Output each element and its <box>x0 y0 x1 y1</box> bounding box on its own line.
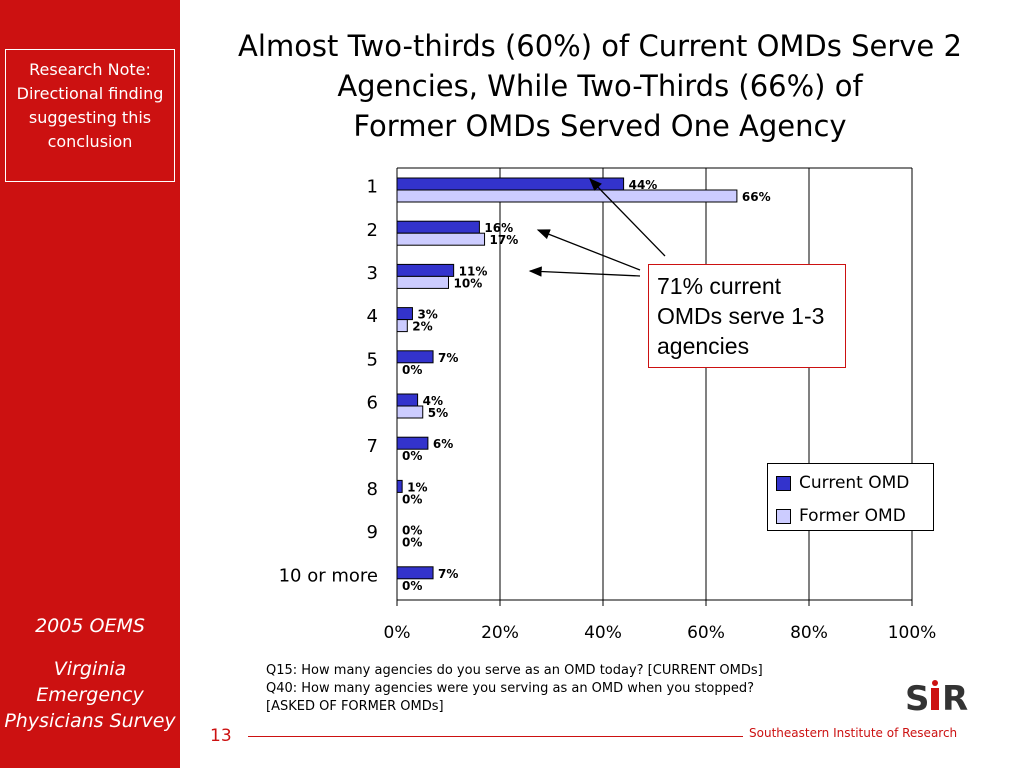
bar-current <box>396 263 455 277</box>
x-tick-label: 60% <box>687 623 725 643</box>
data-label-former: 2% <box>412 320 432 334</box>
bar-former <box>396 189 738 203</box>
question-footnote: Q15: How many agencies do you serve as a… <box>266 662 763 716</box>
category-label: 1 <box>367 177 378 198</box>
legend-swatch-former <box>776 508 791 524</box>
data-label-current: 4% <box>423 394 443 408</box>
data-label-former: 0% <box>402 363 422 377</box>
category-label: 4 <box>367 306 378 327</box>
bar-former <box>396 319 408 333</box>
svg-text:S: S <box>905 680 928 716</box>
organization-name: Southeastern Institute of Research <box>749 726 958 740</box>
research-note: Research Note: Directional finding sugge… <box>5 49 175 182</box>
slide-title: Almost Two-thirds (60%) of Current OMDs … <box>220 26 980 146</box>
svg-text:R: R <box>942 680 968 716</box>
callout-box: 71% current OMDs serve 1-3 agencies <box>648 264 846 368</box>
title-line-1: Almost Two-thirds (60%) of Current OMDs … <box>238 29 962 63</box>
data-label-current: 16% <box>484 221 513 235</box>
x-tick-label: 20% <box>481 623 519 643</box>
bar-current <box>396 436 429 450</box>
bar-current <box>396 566 434 580</box>
data-label-former: 66% <box>742 190 771 204</box>
category-label: 3 <box>367 263 378 284</box>
bar-former <box>396 275 449 289</box>
legend-item-current: Current OMD <box>776 473 909 493</box>
category-label: 8 <box>367 479 378 500</box>
survey-label: Virginia Emergency Physicians Survey <box>4 658 176 732</box>
bar-current <box>396 393 419 407</box>
footer-divider <box>248 736 743 737</box>
data-label-current: 0% <box>402 524 422 538</box>
data-label-current: 11% <box>459 264 488 278</box>
legend-label-former: Former OMD <box>799 506 906 526</box>
chart-legend: Current OMD Former OMD <box>767 463 934 531</box>
data-label-former: 0% <box>402 536 422 550</box>
category-label: 6 <box>367 393 378 414</box>
sir-logo: S R <box>905 680 968 716</box>
title-line-3: Former OMDs Served One Agency <box>353 109 847 143</box>
footnote-line-3: [ASKED OF FORMER OMDs] <box>266 699 444 714</box>
legend-label-current: Current OMD <box>799 473 910 493</box>
legend-swatch-current <box>776 475 791 491</box>
category-label: 5 <box>367 349 378 370</box>
bar-former <box>396 232 486 246</box>
bar-current <box>396 220 480 234</box>
callout-arrow <box>528 266 641 277</box>
data-label-former: 0% <box>402 449 422 463</box>
x-tick-label: 100% <box>888 623 937 643</box>
data-label-current: 7% <box>438 567 458 581</box>
data-label-former: 0% <box>402 492 422 506</box>
bar-former <box>396 405 424 419</box>
title-line-2: Agencies, While Two-Thirds (66%) of <box>337 69 863 103</box>
category-label: 7 <box>367 436 378 457</box>
category-label: 2 <box>367 220 378 241</box>
footnote-line-1: Q15: How many agencies do you serve as a… <box>266 663 763 678</box>
data-label-former: 0% <box>402 579 422 593</box>
x-tick-label: 80% <box>790 623 828 643</box>
data-label-current: 7% <box>438 351 458 365</box>
bar-current <box>396 350 434 364</box>
bar-current <box>396 177 625 191</box>
footnote-line-2: Q40: How many agencies were you serving … <box>266 681 755 696</box>
category-label: 9 <box>367 522 378 543</box>
data-label-current: 3% <box>417 308 437 322</box>
year-label: 2005 OEMS <box>35 615 145 637</box>
sidebar: Research Note: Directional finding sugge… <box>0 0 180 768</box>
x-tick-label: 40% <box>584 623 622 643</box>
category-label: 10 or more <box>279 565 378 586</box>
data-label-former: 10% <box>454 276 483 290</box>
bar-current <box>396 307 413 321</box>
callout-arrow <box>589 178 666 257</box>
page-number: 13 <box>210 726 232 746</box>
legend-item-former: Former OMD <box>776 506 906 526</box>
data-label-current: 6% <box>433 437 453 451</box>
data-label-former: 5% <box>428 406 448 420</box>
x-tick-label: 0% <box>384 623 411 643</box>
data-label-current: 44% <box>629 178 658 192</box>
bar-current <box>396 479 403 493</box>
data-label-former: 17% <box>490 233 519 247</box>
data-label-current: 1% <box>407 480 427 494</box>
callout-arrow <box>536 229 641 271</box>
